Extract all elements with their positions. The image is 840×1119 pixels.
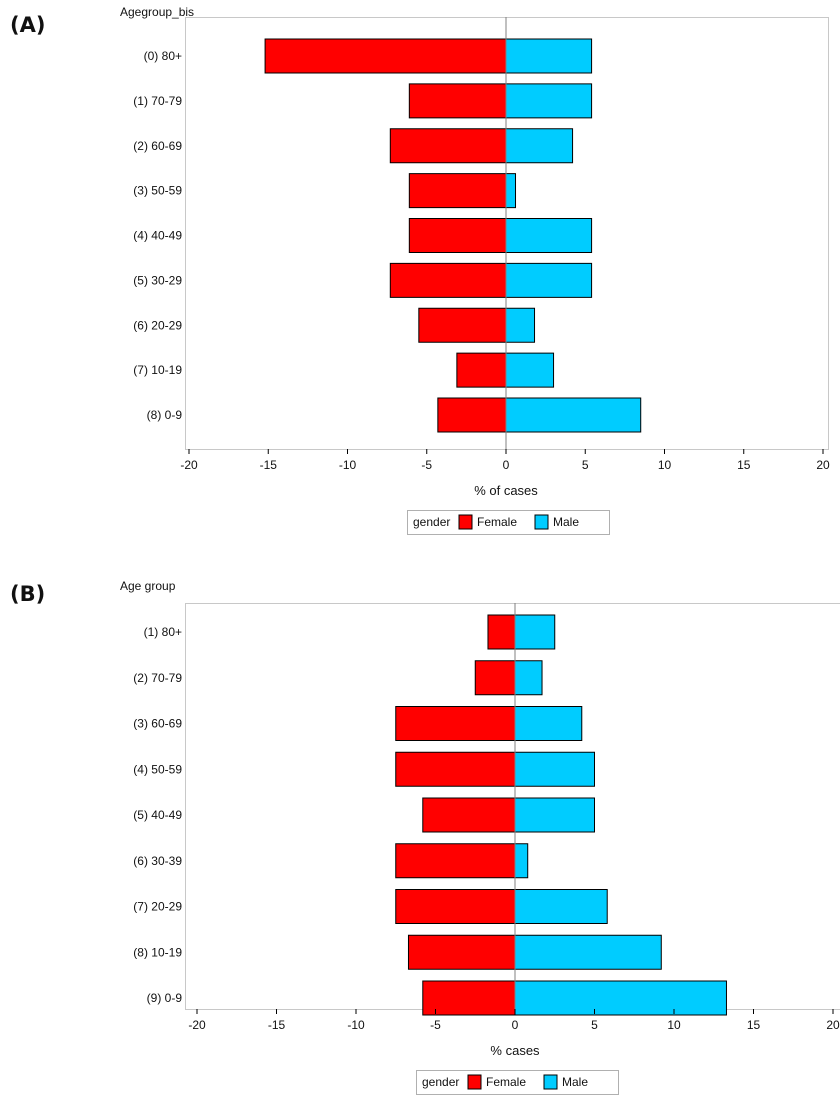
chart-a-legend-swatch-male xyxy=(534,514,549,530)
chart-a-category-label: (5) 30-29 xyxy=(133,273,182,287)
chart-a-bar-female xyxy=(408,218,507,253)
chart-b-x-axis-label: % cases xyxy=(490,1043,540,1058)
chart-a-legend-box xyxy=(407,510,610,535)
chart-b-x-tick-label: 5 xyxy=(591,1018,598,1032)
chart-b-bar-male xyxy=(514,706,583,741)
chart-b-bar-male xyxy=(514,980,727,1016)
chart-b-x-tick-label: 20 xyxy=(826,1018,840,1032)
chart-b-bar-female xyxy=(407,934,516,970)
chart-b-title: Age group xyxy=(120,579,176,593)
chart-a-category-label: (2) 60-69 xyxy=(133,139,182,153)
chart-a-x-tick-label: -20 xyxy=(180,458,198,472)
chart-b-category-label: (7) 20-29 xyxy=(133,900,182,914)
chart-a-category-label: (0) 80+ xyxy=(144,49,182,63)
chart-b-bar-male xyxy=(514,889,608,924)
chart-a-legend: gender Female Male xyxy=(407,510,610,535)
chart-b-x-tick-label: -15 xyxy=(268,1018,286,1032)
chart-a-legend-title: gender xyxy=(413,515,450,529)
chart-a-bar-male xyxy=(505,38,593,74)
chart-b-x-tick-label: 0 xyxy=(512,1018,519,1032)
chart-b-category-label: (3) 60-69 xyxy=(133,717,182,731)
chart-b-bar-female xyxy=(487,614,516,650)
chart-b-x-tick-label: -20 xyxy=(188,1018,206,1032)
chart-a-bar-female xyxy=(408,173,507,209)
chart-a-x-tick-label: 10 xyxy=(658,458,672,472)
chart-a-bar-female xyxy=(389,262,507,298)
chart-a-group: Agegroup_bis (0) 80+ (1) 70-79 (2) 60-69 (3)… xyxy=(120,5,830,535)
chart-a-legend-entry-female: Female xyxy=(477,515,517,529)
chart-b-bar-female xyxy=(422,980,516,1016)
chart-a-bar-male xyxy=(505,352,555,388)
chart-a-bar-female xyxy=(264,38,507,74)
chart-b-bar-male xyxy=(514,797,595,833)
chart-a-legend-entry-male: Male xyxy=(553,515,579,529)
chart-b-bar-female xyxy=(395,706,516,741)
chart-b-category-label: (4) 50-59 xyxy=(133,762,182,776)
chart-a-category-label: (1) 70-79 xyxy=(133,94,182,108)
chart-b-legend-entry-male: Male xyxy=(562,1075,588,1089)
chart-b-x-tick-label: -5 xyxy=(430,1018,441,1032)
chart-b-legend-swatch-female xyxy=(467,1074,482,1090)
chart-a-x-tick-label: -10 xyxy=(339,458,357,472)
chart-b-bar-female xyxy=(395,843,516,879)
chart-b-group: Age group (1) 80+ (2) 70-79 (3) 60-69 (4) 50… xyxy=(120,579,840,1095)
chart-b-bar-male xyxy=(514,843,529,879)
chart-a-plot-frame xyxy=(185,17,829,450)
chart-a-x-tick-label: 0 xyxy=(503,458,510,472)
chart-a-category-label: (7) 10-19 xyxy=(133,363,182,377)
chart-b-bar-male xyxy=(514,614,556,650)
chart-b-bar-male xyxy=(514,660,543,696)
chart-b-bar-male xyxy=(514,751,595,787)
chart-b-x-tick-label: -10 xyxy=(347,1018,365,1032)
chart-a-bar-male xyxy=(505,397,642,433)
chart-b-category-label: (5) 40-49 xyxy=(133,808,182,822)
chart-b-bar-female xyxy=(395,889,516,924)
chart-b-legend-box xyxy=(416,1070,619,1095)
chart-a-bar-male xyxy=(505,262,593,298)
chart-a-x-axis-label: % of cases xyxy=(474,483,538,498)
chart-a-bar-male xyxy=(505,307,536,343)
chart-a-x-tick-label: -15 xyxy=(260,458,278,472)
chart-b-category-label: (1) 80+ xyxy=(144,625,182,639)
chart-b-category-label: (6) 30-39 xyxy=(133,854,182,868)
chart-a-x-tick-label: 20 xyxy=(816,458,830,472)
chart-b-category-label: (9) 0-9 xyxy=(147,991,183,1005)
chart-a-bar-female xyxy=(389,128,507,164)
chart-a-bar-male xyxy=(505,83,593,119)
chart-b-bar-male xyxy=(514,934,662,970)
chart-b-legend-swatch-male xyxy=(543,1074,558,1090)
chart-a-category-label: (3) 50-59 xyxy=(133,184,182,198)
chart-b-bar-female xyxy=(474,660,516,696)
chart-a-bar-female xyxy=(418,307,507,343)
chart-a-category-label: (8) 0-9 xyxy=(147,408,183,422)
chart-a-bar-male xyxy=(505,173,517,209)
chart-a-category-label: (4) 40-49 xyxy=(133,229,182,243)
chart-a-legend-swatch-female xyxy=(458,514,473,530)
chart-b-legend-title: gender xyxy=(422,1075,459,1089)
chart-b-bar-female xyxy=(395,751,516,787)
panel-label-b: (B) xyxy=(10,582,46,606)
chart-a-x-tick-label: -5 xyxy=(421,458,432,472)
chart-a-x-tick-label: 15 xyxy=(737,458,751,472)
chart-a-x-tick-label: 5 xyxy=(582,458,589,472)
chart-b-legend: gender Female Male xyxy=(416,1070,619,1095)
chart-a-bar-female xyxy=(456,352,507,388)
chart-b-category-label: (2) 70-79 xyxy=(133,671,182,685)
chart-b-legend-entry-female: Female xyxy=(486,1075,526,1089)
chart-b-bar-female xyxy=(422,797,516,833)
chart-a-bar-female xyxy=(437,397,507,433)
chart-b-x-tick-label: 10 xyxy=(667,1018,681,1032)
chart-a-title: Agegroup_bis xyxy=(120,5,194,19)
panel-label-a: (A) xyxy=(10,13,46,37)
chart-b-category-label: (8) 10-19 xyxy=(133,945,182,959)
chart-a-category-label: (6) 20-29 xyxy=(133,318,182,332)
chart-a-bar-male xyxy=(505,218,593,253)
chart-a-bar-male xyxy=(505,128,574,164)
chart-a-bar-female xyxy=(408,83,507,119)
chart-b-x-tick-label: 15 xyxy=(747,1018,761,1032)
